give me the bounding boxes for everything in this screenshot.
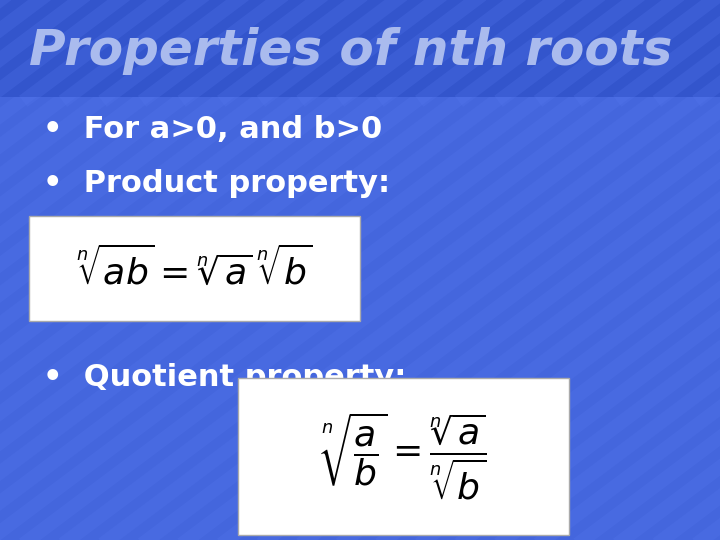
Text: $\sqrt[n]{\dfrac{a}{b}} = \dfrac{\sqrt[n]{a}}{\sqrt[n]{b}}$: $\sqrt[n]{\dfrac{a}{b}} = \dfrac{\sqrt[n… xyxy=(320,410,486,502)
Text: •  Product property:: • Product property: xyxy=(43,169,390,198)
Text: Properties of nth roots: Properties of nth roots xyxy=(29,28,672,75)
Text: $\sqrt[n]{ab} = \sqrt[n]{a}\,\sqrt[n]{b}$: $\sqrt[n]{ab} = \sqrt[n]{a}\,\sqrt[n]{b}… xyxy=(76,246,313,291)
FancyBboxPatch shape xyxy=(238,378,569,535)
Text: •  For a>0, and b>0: • For a>0, and b>0 xyxy=(43,115,382,144)
Text: •  Quotient property:: • Quotient property: xyxy=(43,363,407,393)
FancyBboxPatch shape xyxy=(29,216,360,321)
FancyBboxPatch shape xyxy=(0,0,720,97)
